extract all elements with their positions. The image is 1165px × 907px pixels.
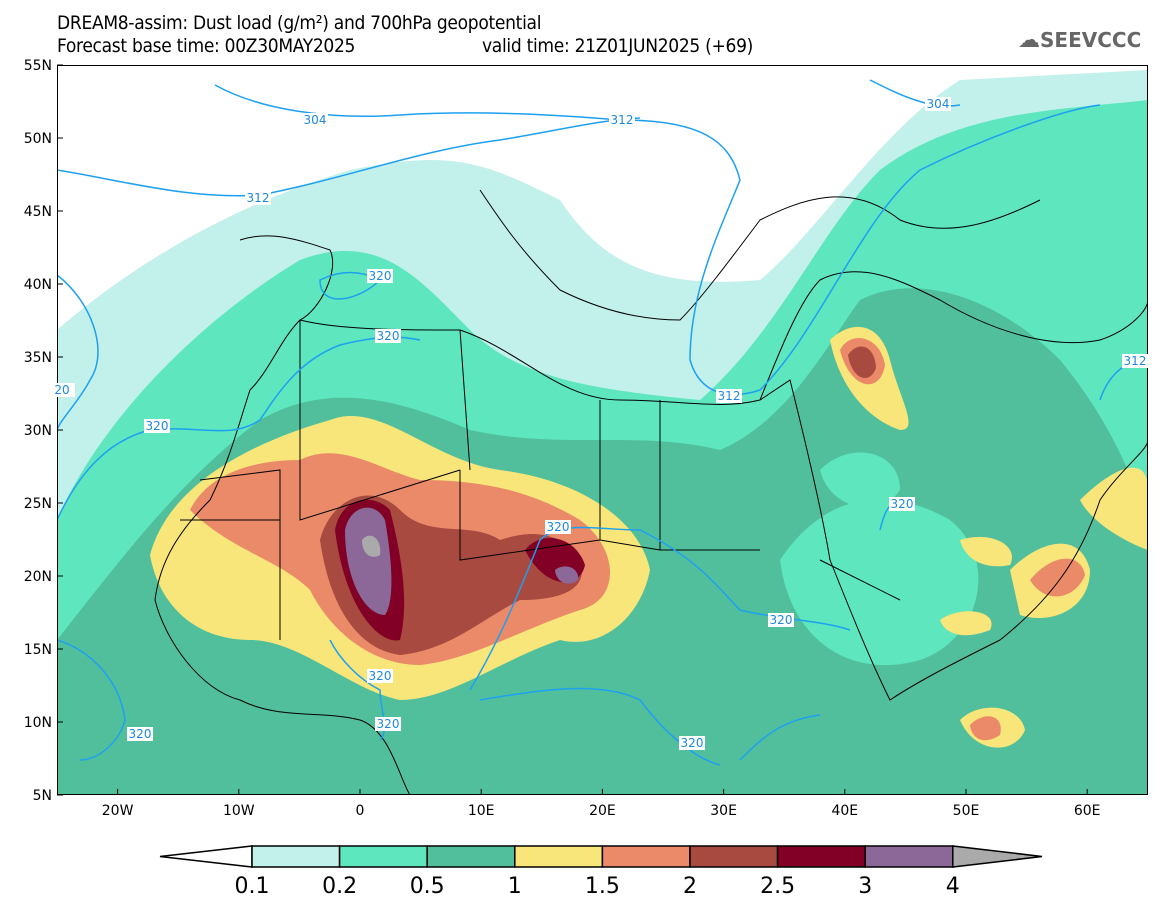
colorbar-label: 2.5 [760, 874, 795, 899]
contour-label: 312 [247, 191, 270, 205]
lon-label: 20E [589, 803, 616, 819]
contour-label-bg [716, 389, 742, 403]
contour-label: 304 [304, 113, 327, 127]
contour-label: 320 [891, 497, 914, 511]
valid-time: valid time: 21Z01JUN2025 (+69) [482, 35, 754, 57]
contour-label-bg [609, 113, 635, 127]
map-title: DREAM8-assim: Dust load (g/m²) and 700hP… [57, 12, 542, 34]
contour-label: 320 [681, 736, 704, 750]
contour-label: 320 [369, 269, 392, 283]
contour-label-bg [768, 613, 794, 627]
contour-label: 312 [611, 113, 634, 127]
colorbar-label: 4 [946, 874, 960, 899]
contour-label: 320 [547, 520, 570, 534]
contour-label: 320 [129, 727, 152, 741]
contour-label-bg [367, 669, 393, 683]
contour-label-bg [302, 113, 328, 127]
lon-label: 40E [831, 803, 858, 819]
contour-label: 312 [1124, 354, 1147, 368]
colorbar-swatch [776, 845, 866, 868]
colorbar-swatch [601, 845, 691, 868]
contour-label-bg [925, 97, 951, 111]
colorbar-swatch [251, 845, 341, 868]
colorbar-swatch [426, 845, 516, 868]
contour-label-bg [49, 383, 75, 397]
cloud-icon: ☁ [1018, 28, 1040, 53]
lat-label: 25N [24, 496, 52, 512]
contour-label-bg [889, 497, 915, 511]
lat-label: 55N [24, 58, 52, 74]
colorbar-label: 0.2 [322, 874, 357, 899]
dust-band-3 [345, 507, 392, 615]
contour-label: 320 [146, 419, 169, 433]
contour-label-bg [367, 269, 393, 283]
contour-label-bg [375, 329, 401, 343]
colorbar-label: 2 [683, 874, 697, 899]
lon-label: 30E [710, 803, 737, 819]
contour-label: 20 [54, 383, 69, 397]
colorbar-label: 0.5 [410, 874, 445, 899]
lat-label: 30N [24, 423, 52, 439]
lat-label: 5N [33, 788, 52, 804]
contour-label-bg [545, 520, 571, 534]
lat-label: 10N [24, 715, 52, 731]
lat-label: 45N [24, 204, 52, 220]
colorbar-label: 1.5 [585, 874, 620, 899]
colorbar-label: 0.1 [235, 874, 270, 899]
colorbar-swatch [514, 845, 604, 868]
contour-label: 320 [377, 329, 400, 343]
forecast-base-time: Forecast base time: 00Z30MAY2025 [57, 35, 356, 57]
lon-label: 20W [102, 803, 134, 819]
lat-label: 50N [24, 131, 52, 147]
lon-label: 0 [356, 803, 365, 819]
lat-label: 15N [24, 642, 52, 658]
logo-text: SEEVCCC [1040, 28, 1142, 52]
lon-label: 10E [468, 803, 495, 819]
contour-label-bg [144, 419, 170, 433]
contour-label: 304 [927, 97, 950, 111]
colorbar-high-arrow [952, 845, 1043, 868]
colorbar-low-arrow [159, 845, 253, 868]
contour-label: 320 [770, 613, 793, 627]
contour-label-bg [245, 191, 271, 205]
contour-label-bg [375, 717, 401, 731]
colorbar-swatch [864, 845, 954, 868]
seevccc-logo: ☁SEEVCCC [1018, 28, 1141, 53]
colorbar-label: 1 [508, 874, 522, 899]
contour-label-bg [679, 736, 705, 750]
contour-label: 320 [377, 717, 400, 731]
colorbar-swatch [689, 845, 779, 868]
lon-label: 50E [953, 803, 980, 819]
colorbar-label: 3 [858, 874, 872, 899]
dust-band-4 [362, 535, 381, 557]
contour-label: 312 [718, 389, 741, 403]
contour-label-bg [127, 727, 153, 741]
lat-label: 35N [24, 350, 52, 366]
lat-label: 20N [24, 569, 52, 585]
lon-label: 60E [1074, 803, 1101, 819]
contour-label: 320 [369, 669, 392, 683]
colorbar-swatch [338, 845, 428, 868]
lat-label: 40N [24, 277, 52, 293]
lon-label: 10W [223, 803, 255, 819]
contour-label-bg [1122, 354, 1148, 368]
